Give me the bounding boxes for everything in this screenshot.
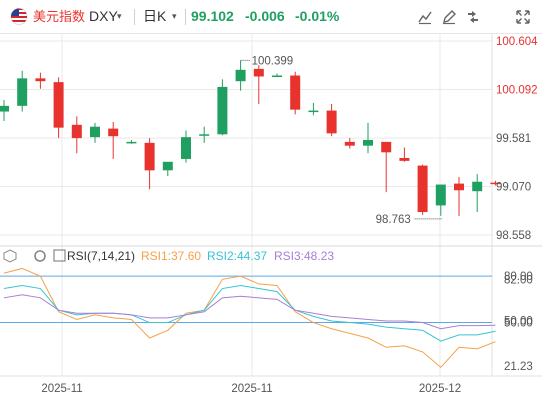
candle-up [181, 137, 191, 159]
toolbar-divider [134, 9, 135, 25]
price-change-percent: -0.01% [295, 8, 340, 24]
rsi-axis-label: 82.00 [504, 274, 533, 286]
rsi-axis-label: 50.00 [504, 316, 533, 328]
gear-icon [34, 250, 46, 262]
candle-down [35, 78, 46, 82]
candle-up [126, 141, 137, 144]
us-flag-icon [10, 8, 28, 25]
candle-up [272, 75, 282, 78]
price-axis-label: 99.070 [496, 181, 531, 193]
price-change: -0.006 [245, 8, 285, 24]
candle-up [435, 184, 446, 206]
high-annotation: 100.399 [252, 55, 294, 67]
price-axis: 100.604 100.092 99.581 99.070 98.558 [496, 36, 538, 242]
checkbox-icon [53, 249, 66, 262]
price-axis-label: 98.558 [496, 230, 531, 242]
candle-up [363, 139, 373, 146]
candle-up [472, 181, 483, 192]
rsi-line-1 [3, 267, 496, 369]
chart-toolbar: 美元指数 DXY ▾ 日K ▾ 99.102 -0.006 -0.01% [0, 0, 542, 34]
symbol-name[interactable]: 美元指数 [33, 9, 86, 24]
candle-down [253, 68, 264, 77]
draw-icon[interactable] [440, 8, 458, 26]
rsi-legend-2: RSI2:44.37 [207, 249, 267, 263]
candle-down [399, 158, 410, 161]
candle-down [144, 142, 155, 171]
candle-up [199, 134, 210, 136]
time-axis: 2025-11 2025-11 2025-12 [41, 383, 461, 395]
candlestick-chart[interactable]: 100.399 98.763 100.604 100.092 99.581 99.070… [0, 34, 542, 402]
candle-up [235, 69, 246, 82]
candle-down [417, 165, 428, 213]
candle-down [71, 124, 82, 139]
period-selector[interactable]: 日K [143, 8, 167, 24]
candle-down [108, 128, 119, 137]
candle-down [344, 141, 355, 146]
rsi-label: RSI(7,14,21) [67, 249, 135, 263]
rsi-axis-label: 21.23 [504, 361, 533, 373]
indicator-icon[interactable] [416, 8, 434, 26]
rsi-panel: RSI(7,14,21) RSI1:37.60 RSI2:44.37 RSI3:48.… [0, 249, 533, 373]
fullscreen-icon[interactable] [514, 8, 532, 26]
candle-down [454, 183, 464, 191]
candle-down [53, 82, 64, 128]
price-axis-label: 100.092 [496, 85, 538, 97]
candle-up [217, 86, 228, 135]
rsi-line-2 [3, 284, 496, 342]
eye-icon [3, 249, 17, 263]
candle-up [0, 105, 9, 112]
candle-down [381, 141, 392, 153]
candle-down [490, 182, 501, 185]
candle-down [290, 75, 301, 110]
candle-down [326, 110, 337, 134]
time-axis-label: 2025-12 [419, 383, 461, 395]
rsi-line-3 [3, 294, 496, 330]
time-axis-label: 2025-11 [231, 383, 272, 395]
candles-layer [0, 60, 501, 216]
rsi-legend-1: RSI1:37.60 [141, 249, 201, 263]
compare-icon[interactable] [464, 8, 482, 26]
chart-grid [0, 34, 542, 377]
rsi-axis-label: 80.00 [504, 271, 533, 283]
candle-up [162, 161, 173, 171]
symbol-code-selector[interactable]: DXY [89, 8, 118, 24]
time-axis-label: 2025-11 [41, 383, 82, 395]
annotation-layer: 100.399 98.763 [240, 55, 443, 226]
last-price: 99.102 [191, 8, 234, 24]
candle-up [308, 110, 319, 113]
candle-up [17, 78, 28, 106]
rsi-axis-label: 50.00 [504, 318, 533, 330]
price-axis-label: 100.604 [496, 36, 538, 48]
chevron-down-icon[interactable]: ▾ [172, 11, 177, 21]
price-axis-label: 99.581 [496, 133, 531, 145]
candle-up [90, 126, 100, 138]
chevron-down-icon[interactable]: ▾ [117, 11, 122, 21]
rsi-legend-3: RSI3:48.23 [274, 249, 334, 263]
toolbar-divider [185, 9, 186, 25]
low-annotation: 98.763 [376, 214, 411, 226]
